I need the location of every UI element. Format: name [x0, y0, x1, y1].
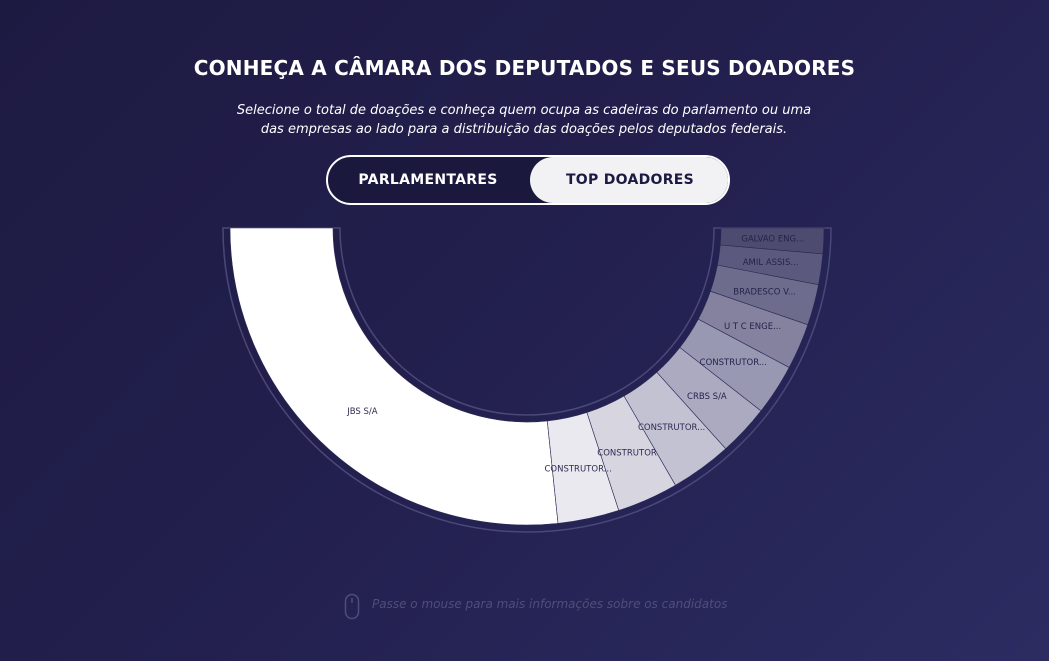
donor-label-1: CONSTRUTOR...: [544, 465, 611, 475]
donor-label-0: JBS S/A: [346, 407, 378, 417]
page-subtitle: Selecione o total de doações e conheça q…: [214, 101, 834, 139]
mouse-hint-text: Passe o mouse para mais informações sobr…: [372, 597, 728, 611]
parlamentares-tab[interactable]: PARLAMENTARES: [358, 172, 498, 188]
donor-label-2: CONSTRUTOR: [597, 449, 657, 459]
donor-label-6: U T C ENGE...: [724, 322, 781, 332]
subtitle-line-2: das empresas ao lado para a distribuição…: [260, 122, 788, 137]
view-toggle[interactable]: PARLAMENTARES TOP DOADORES: [326, 155, 730, 205]
donor-segment-jbs-s-a-0[interactable]: [229, 227, 559, 526]
page-title: CONHEÇA A CÂMARA DOS DEPUTADOS E SEUS DO…: [193, 56, 856, 80]
mouse-hint: Passe o mouse para mais informações sobr…: [340, 590, 740, 624]
mouse-icon: [344, 593, 360, 620]
donut-outline: [222, 227, 832, 533]
top-doadores-tab[interactable]: TOP DOADORES: [530, 157, 728, 203]
donor-label-4: CRBS S/A: [687, 392, 727, 402]
donor-label-7: BRADESCO V...: [733, 288, 796, 298]
subtitle-line-1: Selecione o total de doações e conheça q…: [236, 103, 812, 118]
donor-label-9: GALVAO ENG...: [741, 235, 804, 245]
donor-label-3: CONSTRUTOR...: [638, 423, 705, 433]
donor-segment-galvao-eng-9[interactable]: [719, 227, 825, 255]
donor-label-8: AMIL ASSIS...: [743, 258, 799, 268]
donor-label-5: CONSTRUTOR...: [700, 358, 767, 368]
